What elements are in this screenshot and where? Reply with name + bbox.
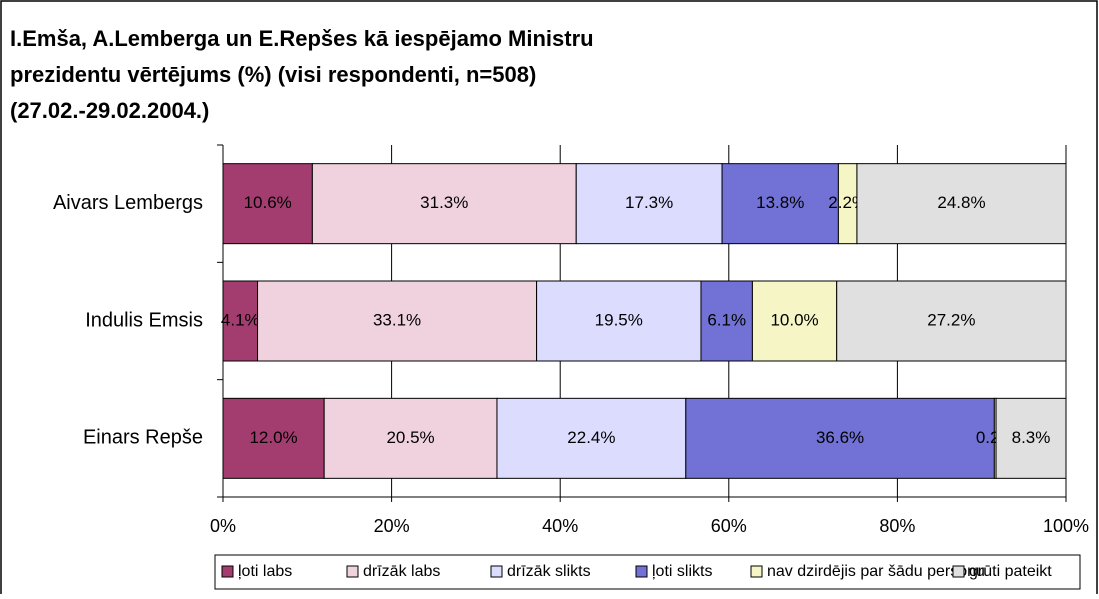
x-tick-label: 100% — [1043, 516, 1089, 536]
data-label: 17.3% — [625, 193, 673, 212]
data-label: 19.5% — [595, 310, 643, 329]
chart-title: (27.02.-29.02.2004.) — [10, 98, 209, 123]
data-label: 6.1% — [707, 310, 746, 329]
bar-segment — [995, 397, 1067, 479]
legend-label: grūti pateikt — [969, 563, 1052, 580]
data-label: 13.8% — [756, 193, 804, 212]
x-tick-label: 20% — [374, 516, 410, 536]
data-label: 4.1% — [221, 310, 260, 329]
bar-segment — [323, 397, 498, 479]
legend-swatch — [490, 565, 503, 578]
data-label: 12.0% — [249, 428, 297, 447]
x-tick-label: 40% — [542, 516, 578, 536]
bar-segment — [575, 163, 723, 245]
bar-segment — [721, 163, 839, 245]
data-label: 8.3% — [1012, 428, 1051, 447]
data-label: 10.0% — [770, 310, 818, 329]
data-label: 10.6% — [244, 193, 292, 212]
legend-label: nav dzirdējis par šādu personu — [767, 563, 985, 580]
y-tick-label: Einars Repše — [83, 427, 203, 449]
legend-swatch — [346, 565, 359, 578]
bar-segment — [685, 397, 995, 479]
x-tick-label: 60% — [711, 516, 747, 536]
data-label: 22.4% — [567, 428, 615, 447]
bar-segment — [496, 397, 687, 479]
data-label: 31.3% — [420, 193, 468, 212]
x-tick-label: 80% — [879, 516, 915, 536]
data-label: 20.5% — [386, 428, 434, 447]
chart-title: I.Emša, A.Lemberga un E.Repšes kā iespēj… — [10, 26, 594, 51]
x-tick-label: 0% — [210, 516, 236, 536]
bar-segment — [856, 163, 1067, 245]
bar-segment — [222, 163, 313, 245]
legend-label: drīzāk labs — [363, 563, 440, 580]
legend-swatch — [221, 565, 234, 578]
y-tick-label: Indulis Emsis — [85, 309, 203, 331]
data-label: 36.6% — [816, 428, 864, 447]
bar-segment — [751, 280, 838, 362]
legend-label: ļoti labs — [238, 563, 292, 580]
bar-segment — [836, 280, 1067, 362]
chart-title: prezidentu vērtējums (%) (visi responden… — [10, 62, 536, 87]
data-label: 24.8% — [937, 193, 985, 212]
y-tick-label: Aivars Lembergs — [53, 192, 203, 214]
legend-swatch — [952, 565, 965, 578]
bar-segment — [257, 280, 538, 362]
bar-segment — [311, 163, 577, 245]
bar-segment — [222, 397, 325, 479]
data-label: 33.1% — [373, 310, 421, 329]
legend-swatch — [750, 565, 763, 578]
legend-label: ļoti slikts — [652, 563, 712, 580]
data-label: 27.2% — [927, 310, 975, 329]
bar-segment — [700, 280, 753, 362]
legend-label: drīzāk slikts — [507, 563, 591, 580]
bar-segment — [536, 280, 702, 362]
legend-swatch — [635, 565, 648, 578]
